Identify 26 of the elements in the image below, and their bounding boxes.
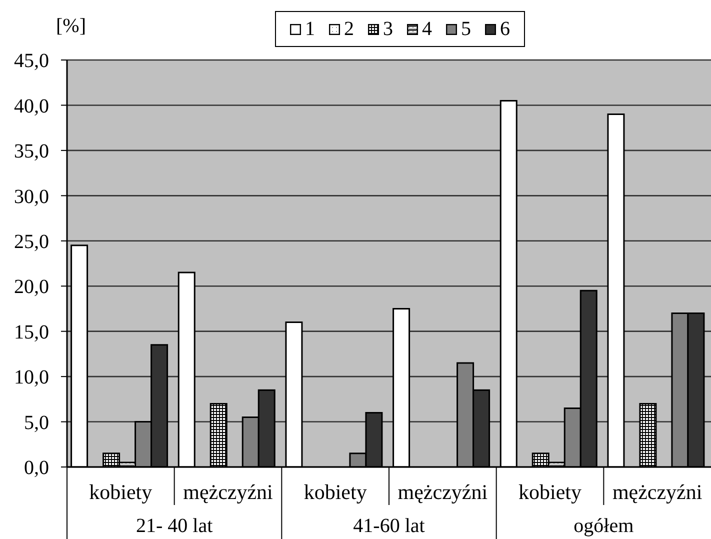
x-tick-label: mężczyźni [612,480,702,504]
legend-label: 6 [500,17,510,41]
x-tick-label: kobiety [518,480,582,504]
legend-label: 2 [344,17,354,41]
text: 21- 40 lat [136,515,214,537]
legend-label: 5 [461,17,471,41]
legend-label: 3 [383,17,393,41]
y-axis-title: [%] [56,15,86,38]
y-tick-label: 45,0 [14,50,49,72]
y-tick-label: 0,0 [24,457,49,480]
y-tick-label: 20,0 [14,276,49,298]
y-tick-label: 10,0 [14,366,49,389]
y-tick-label: 15,0 [14,321,49,344]
text: ogółem [574,515,634,537]
y-tick-label: 40,0 [14,95,49,118]
y-tick-label: 5,0 [24,412,49,434]
x-tick-label: mężczyźni [398,480,488,504]
legend-label: 4 [422,17,432,41]
x-tick-label: mężczyźni [183,480,274,504]
y-tick-label: 25,0 [14,230,49,253]
y-tick-label: 30,0 [14,186,49,208]
x-tick-label: kobiety [304,480,368,504]
legend-label: 1 [305,17,315,41]
y-tick-label: 35,0 [14,140,49,163]
text: 41-60 lat [353,515,426,537]
x-tick-label: kobiety [89,480,153,504]
